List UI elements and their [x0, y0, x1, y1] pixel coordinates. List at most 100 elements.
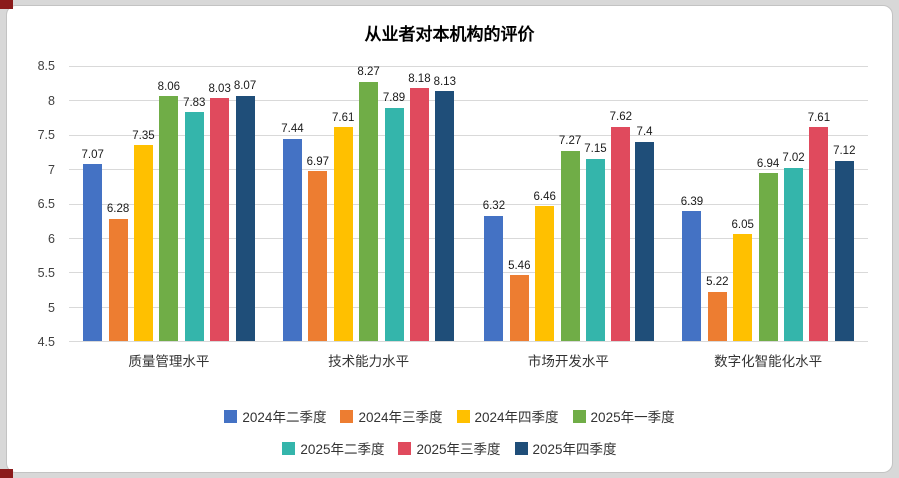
bar — [435, 91, 455, 341]
legend-label: 2025年一季度 — [590, 410, 675, 425]
bar-wrap: 7.61 — [332, 66, 354, 341]
legend-swatch — [398, 441, 412, 455]
legend-item: 2025年四季度 — [514, 438, 617, 458]
bar-value-label: 7.12 — [833, 145, 856, 158]
bar-value-label: 7.15 — [584, 143, 607, 156]
y-axis-label: 7 — [48, 162, 55, 177]
bar — [235, 95, 255, 341]
legend-item: 2024年二季度 — [224, 406, 326, 426]
bar-wrap: 6.94 — [757, 66, 779, 341]
gridline — [69, 306, 868, 308]
gridline — [69, 203, 868, 205]
bar-wrap: 7.4 — [635, 66, 655, 341]
y-axis-label: 7.5 — [37, 128, 55, 142]
legend-label: 2024年三季度 — [358, 410, 443, 425]
legend-swatch — [282, 441, 296, 455]
legend-row: 2024年二季度 2024年三季度 2024年四季度 2025年一季度 — [224, 406, 675, 426]
bar — [282, 138, 302, 341]
bar — [484, 215, 504, 341]
bar-wrap: 6.46 — [533, 66, 556, 341]
y-axis-label: 4.5 — [37, 335, 55, 349]
bar-wrap: 7.07 — [82, 66, 104, 341]
bar-wrap: 7.89 — [383, 66, 405, 341]
bar — [733, 234, 753, 341]
bar-value-label: 8.27 — [357, 66, 380, 79]
bar-value-label: 7.83 — [183, 96, 206, 109]
bar-wrap: 6.32 — [483, 66, 505, 341]
bar-wrap: 8.06 — [158, 66, 180, 341]
bar — [409, 88, 429, 341]
gridline — [69, 272, 868, 274]
bar — [585, 158, 605, 341]
bar-group: 6.32 5.46 6.46 7.27 7.15 7.62 7.4 — [469, 66, 669, 341]
legend-item: 2024年四季度 — [456, 406, 559, 426]
legend-label: 2024年四季度 — [474, 410, 559, 425]
bar-wrap: 7.83 — [183, 66, 205, 341]
bar-value-label: 6.05 — [731, 218, 754, 231]
x-labels: 质量管理水平 技术能力水平 市场开发水平 数字化智能化水平 — [69, 350, 868, 370]
bar-value-label: 6.46 — [533, 190, 556, 203]
bar-value-label: 8.07 — [233, 80, 257, 93]
bar-wrap: 7.02 — [782, 66, 805, 341]
legend-label: 2024年二季度 — [242, 410, 327, 425]
bar — [535, 206, 555, 341]
y-axis-label: 8.5 — [37, 59, 55, 73]
bar — [611, 126, 631, 341]
bar-value-label: 7.27 — [558, 135, 582, 148]
bar — [509, 275, 529, 341]
legend-label: 2025年三季度 — [416, 442, 501, 457]
bar — [333, 127, 353, 341]
bar — [359, 81, 379, 341]
bar — [210, 98, 230, 341]
bar — [560, 150, 580, 341]
legend-item: 2025年一季度 — [572, 406, 675, 426]
bar-value-label: 8.18 — [408, 72, 431, 85]
bar-value-label: 7.02 — [782, 152, 805, 165]
bar-wrap: 8.07 — [234, 66, 256, 341]
bar — [108, 218, 128, 341]
bar — [758, 173, 778, 341]
bar — [707, 291, 727, 341]
bar-wrap: 6.39 — [681, 66, 703, 341]
bar-value-label: 6.39 — [680, 195, 704, 208]
bar-wrap: 8.13 — [434, 66, 456, 341]
y-axis-label: 6 — [48, 231, 55, 246]
category-label: 技术能力水平 — [328, 354, 410, 369]
legend-row: 2025年二季度 2025年三季度 2025年四季度 — [282, 438, 617, 458]
bar — [809, 127, 829, 341]
bar-value-label: 5.22 — [706, 276, 729, 288]
bar-wrap: 7.35 — [132, 66, 155, 341]
bar-value-label: 6.97 — [306, 155, 330, 168]
gridline — [69, 169, 868, 171]
bar-wrap: 6.05 — [732, 66, 754, 341]
bar-value-label: 7.44 — [281, 123, 304, 136]
gridline — [69, 341, 868, 342]
bar-wrap: 8.18 — [408, 66, 431, 341]
bar-wrap: 8.27 — [357, 66, 380, 341]
chart-panel: 从业者对本机构的评价 8.5 8 7.5 7 6.5 6 5.5 5 4.5 7.07 6.28 7… — [6, 5, 893, 473]
y-axis: 8.5 8 7.5 7 6.5 6 5.5 5 4.5 — [21, 59, 61, 349]
legend-label: 2025年二季度 — [300, 442, 385, 457]
bar-value-label: 7.61 — [332, 111, 355, 124]
bar-value-label: 7.07 — [81, 148, 104, 161]
bar — [384, 107, 404, 341]
bar-value-label: 7.61 — [807, 111, 831, 124]
bar — [159, 96, 179, 341]
bar-wrap: 5.22 — [706, 66, 729, 341]
bar-groups: 7.07 6.28 7.35 8.06 7.83 8.03 8.07 7.44 6.97 7.61… — [69, 66, 868, 341]
legend-label: 2025年四季度 — [532, 442, 617, 457]
bar-wrap: 7.61 — [808, 66, 830, 341]
bar — [133, 145, 153, 341]
gridline — [69, 237, 868, 239]
bar-value-label: 8.03 — [208, 82, 231, 95]
bar-value-label: 7.4 — [636, 126, 653, 139]
legend-item: 2024年三季度 — [340, 406, 443, 426]
category-label: 数字化智能化水平 — [714, 354, 823, 369]
bar-wrap: 7.62 — [610, 66, 632, 341]
bar — [682, 211, 702, 341]
bar-wrap: 5.46 — [508, 66, 530, 341]
corner-mark-bottom — [0, 469, 13, 478]
bar-value-label: 6.94 — [756, 157, 780, 170]
gridline — [69, 66, 868, 67]
y-axis-label: 6.5 — [37, 197, 55, 211]
